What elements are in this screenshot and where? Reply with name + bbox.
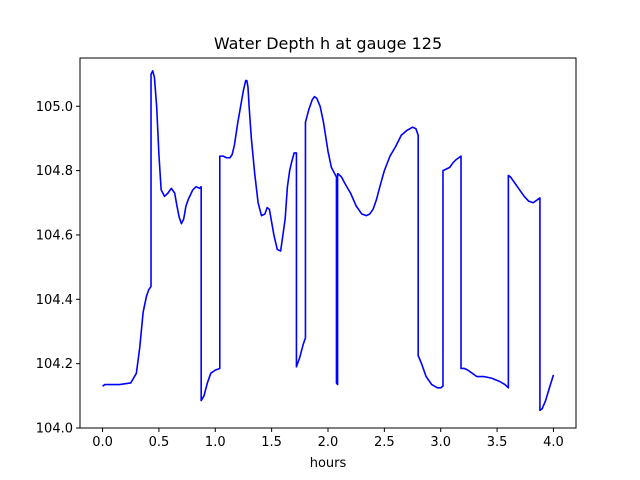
x-tick-label: 1.0	[205, 435, 226, 450]
x-axis-ticks: 0.0 0.5 1.0 1.5 2.0 2.5 3.0 3.5 4.0	[92, 428, 564, 450]
series-layer	[102, 70, 555, 412]
y-axis-ticks: 104.0 104.2 104.4 104.6 104.8 105.0	[36, 100, 80, 437]
y-tick-label: 104.2	[36, 357, 73, 372]
y-tick-label: 104.6	[36, 228, 73, 243]
x-tick-label: 3.5	[487, 435, 508, 450]
x-tick-label: 2.5	[374, 435, 395, 450]
x-tick-label: 0.0	[92, 435, 113, 450]
y-tick-label: 104.0	[36, 422, 73, 437]
x-tick-label: 1.5	[261, 435, 282, 450]
x-tick-label: 4.0	[543, 435, 564, 450]
plot-area-frame	[79, 57, 577, 429]
chart-title: Water Depth h at gauge 125	[214, 34, 442, 53]
y-tick-label: 104.8	[36, 164, 73, 179]
x-axis-label: hours	[310, 456, 347, 471]
x-tick-label: 2.0	[318, 435, 339, 450]
y-tick-label: 104.4	[36, 293, 73, 308]
x-tick-label: 3.0	[430, 435, 451, 450]
water-depth-line	[102, 70, 555, 412]
y-tick-label: 105.0	[36, 100, 73, 115]
x-tick-label: 0.5	[149, 435, 170, 450]
